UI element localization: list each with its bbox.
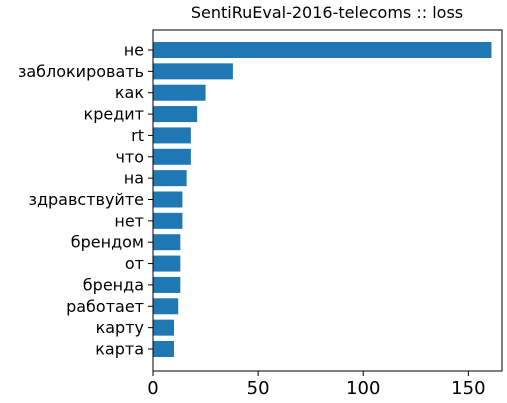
bar-1	[153, 63, 233, 80]
bar-13	[153, 319, 175, 336]
category-label-6: на	[124, 169, 144, 188]
x-ticks-group: 0 50 100 150	[147, 371, 486, 399]
category-label-5: что	[115, 147, 144, 166]
bar-11	[153, 276, 181, 293]
x-tick-label-0: 0	[147, 378, 158, 399]
plot-frame	[152, 29, 503, 372]
bar-14	[153, 341, 175, 357]
bar-10	[153, 255, 181, 272]
category-labels-group: не заблокировать как кредит rt что на здравству…	[18, 41, 153, 359]
category-label-10: от	[125, 254, 144, 273]
bar-3	[153, 106, 198, 123]
category-label-4: rt	[131, 126, 144, 145]
bar-8	[153, 212, 183, 229]
bar-0	[153, 42, 492, 58]
category-label-14: карта	[95, 340, 144, 359]
bar-6	[153, 170, 187, 187]
category-label-11: бренда	[83, 275, 144, 294]
bars-group	[153, 42, 492, 357]
bar-5	[153, 148, 191, 165]
category-label-1: заблокировать	[18, 62, 144, 81]
category-label-13: карту	[96, 318, 144, 337]
category-label-0: не	[124, 41, 144, 60]
category-label-9: брендом	[71, 233, 144, 252]
category-label-3: кредит	[84, 105, 144, 124]
category-label-7: здравствуйте	[28, 190, 144, 209]
category-label-2: как	[115, 83, 144, 102]
x-tick-label-2: 100	[346, 378, 380, 399]
category-label-12: работает	[66, 297, 144, 316]
bar-4	[153, 127, 191, 144]
bar-12	[153, 298, 179, 315]
bar-9	[153, 234, 181, 251]
bar-7	[153, 191, 183, 208]
chart-title: SentiRuEval-2016-telecoms :: loss	[191, 3, 463, 22]
x-tick-label-3: 150	[451, 378, 485, 399]
bar-2	[153, 84, 206, 101]
x-tick-label-1: 50	[247, 378, 270, 399]
category-label-8: нет	[114, 211, 144, 230]
